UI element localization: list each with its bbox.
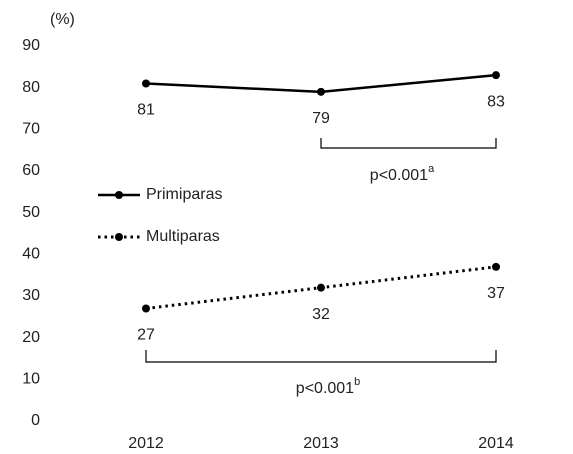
y-tick-label: 60 bbox=[22, 162, 40, 179]
y-unit-label: (%) bbox=[50, 11, 75, 28]
marker bbox=[317, 87, 325, 96]
legend-marker bbox=[115, 191, 123, 199]
annotation-sup: b bbox=[354, 376, 360, 388]
x-tick-label: 2014 bbox=[478, 435, 514, 452]
legend-label: Multiparas bbox=[146, 228, 220, 245]
marker bbox=[492, 71, 500, 80]
legend-marker bbox=[115, 233, 123, 241]
y-tick-label: 70 bbox=[22, 121, 40, 138]
data-label: 27 bbox=[137, 327, 155, 344]
annotation-sup: a bbox=[428, 163, 435, 175]
marker bbox=[492, 262, 500, 271]
y-tick-label: 90 bbox=[22, 37, 40, 54]
bracket bbox=[145, 350, 497, 363]
legend-label: Primiparas bbox=[146, 186, 222, 203]
y-tick-label: 20 bbox=[22, 329, 40, 346]
y-tick-label: 30 bbox=[22, 287, 40, 304]
marker bbox=[142, 79, 150, 88]
annotation-text: p<0.001 bbox=[370, 167, 428, 184]
y-tick-label: 80 bbox=[22, 79, 40, 96]
annotation-text: p<0.001 bbox=[296, 380, 354, 397]
annotation: p<0.001b bbox=[296, 376, 360, 397]
y-tick-label: 10 bbox=[22, 371, 40, 388]
y-tick-label: 40 bbox=[22, 246, 40, 263]
data-label: 37 bbox=[487, 285, 505, 302]
marker bbox=[142, 304, 150, 313]
y-tick-label: 50 bbox=[22, 204, 40, 221]
x-tick-label: 2012 bbox=[128, 435, 164, 452]
data-label: 81 bbox=[137, 102, 155, 119]
y-tick-label: 0 bbox=[31, 412, 40, 429]
bracket bbox=[320, 138, 497, 149]
annotation: p<0.001a bbox=[370, 163, 435, 184]
x-tick-label: 2013 bbox=[303, 435, 339, 452]
data-label: 32 bbox=[312, 306, 330, 323]
marker bbox=[317, 283, 325, 292]
data-label: 79 bbox=[312, 110, 330, 127]
data-label: 83 bbox=[487, 93, 505, 110]
